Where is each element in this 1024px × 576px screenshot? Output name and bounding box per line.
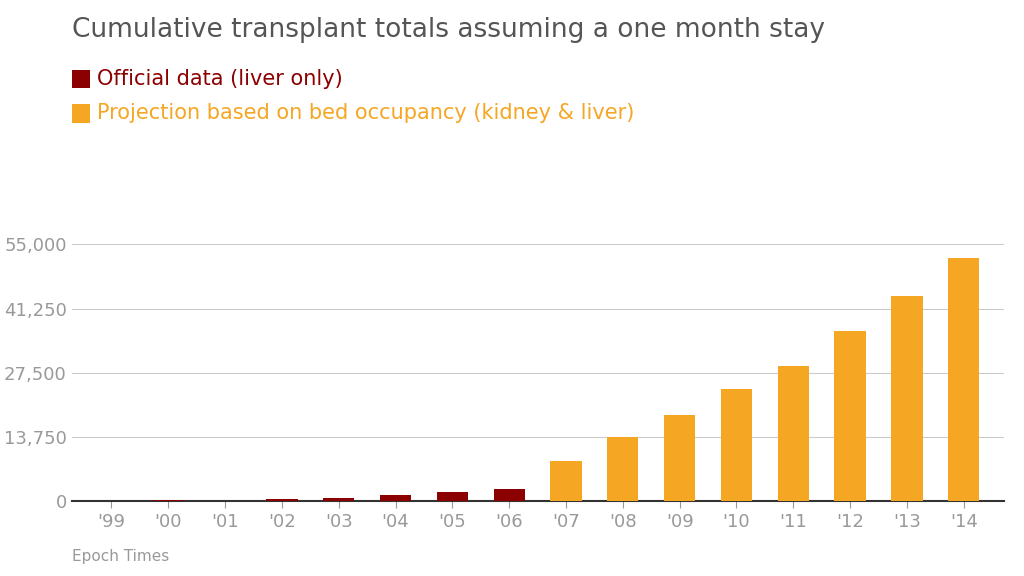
Text: Epoch Times: Epoch Times [72, 550, 169, 564]
Text: Cumulative transplant totals assuming a one month stay: Cumulative transplant totals assuming a … [72, 17, 824, 43]
Bar [437, 492, 468, 501]
Bar [324, 498, 354, 501]
Bar [891, 295, 923, 501]
Bar [494, 489, 525, 501]
Bar [664, 415, 695, 501]
Text: Projection based on bed occupancy (kidney & liver): Projection based on bed occupancy (kidne… [97, 104, 635, 123]
Bar [721, 389, 752, 501]
Bar [835, 331, 865, 501]
Text: Official data (liver only): Official data (liver only) [97, 69, 343, 89]
Bar [607, 437, 638, 501]
Bar [550, 461, 582, 501]
Bar [891, 452, 923, 501]
Bar [948, 259, 979, 501]
Bar [777, 366, 809, 501]
Bar [153, 500, 184, 501]
Bar [721, 475, 752, 501]
Bar [266, 499, 298, 501]
Bar [380, 495, 412, 501]
